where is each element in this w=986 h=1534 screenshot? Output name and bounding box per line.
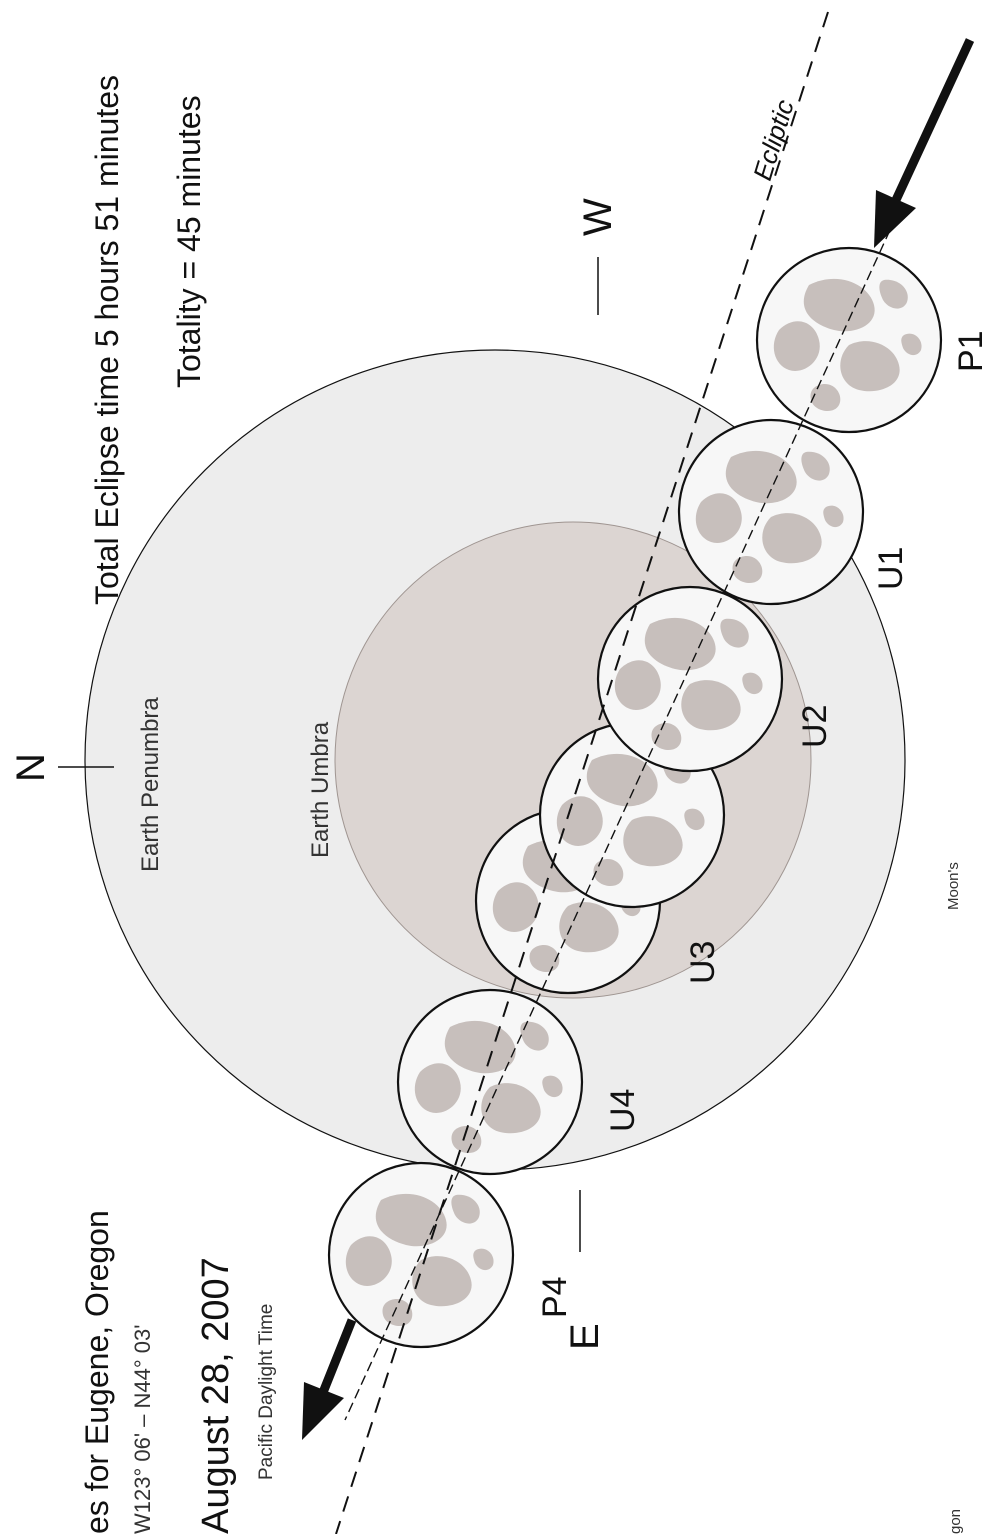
west-label: W (576, 198, 620, 236)
phase-label-u4: U4 (604, 1089, 642, 1132)
east-label: E (563, 1323, 607, 1350)
moon-p1 (755, 246, 943, 434)
phase-label-u2: U2 (796, 705, 834, 748)
phase-label-u1: U1 (872, 547, 910, 590)
moon-u4 (396, 988, 584, 1176)
moon-path-label: Moon's (945, 862, 962, 910)
coordinates-label: W123° 06' – N44° 03' (130, 1325, 155, 1534)
phase-label-u3: U3 (684, 941, 722, 984)
total-eclipse-time: Total Eclipse time 5 hours 51 minutes (89, 75, 125, 605)
outgoing-arrow-icon (302, 1318, 357, 1440)
moon-u2 (596, 585, 784, 773)
date-label: August 28, 2007 (195, 1257, 237, 1534)
incoming-arrow-icon (874, 38, 975, 248)
moon-u1 (677, 418, 865, 606)
phase-label-p4: P4 (536, 1276, 574, 1318)
timezone-label: Pacific Daylight Time (256, 1304, 277, 1480)
umbra-label: Earth Umbra (307, 721, 334, 858)
phase-label-p1: P1 (952, 330, 986, 372)
totality-duration: Totality = 45 minutes (171, 95, 207, 388)
penumbra-label: Earth Penumbra (137, 697, 164, 872)
cropped-footer-fragment: gon (947, 1509, 964, 1534)
ecliptic-line (335, 11, 829, 1534)
moon-path-line (344, 229, 891, 1421)
north-label: N (9, 753, 53, 782)
page-title: es for Eugene, Oregon (79, 1210, 115, 1534)
ecliptic-label: Ecliptic (747, 96, 800, 184)
